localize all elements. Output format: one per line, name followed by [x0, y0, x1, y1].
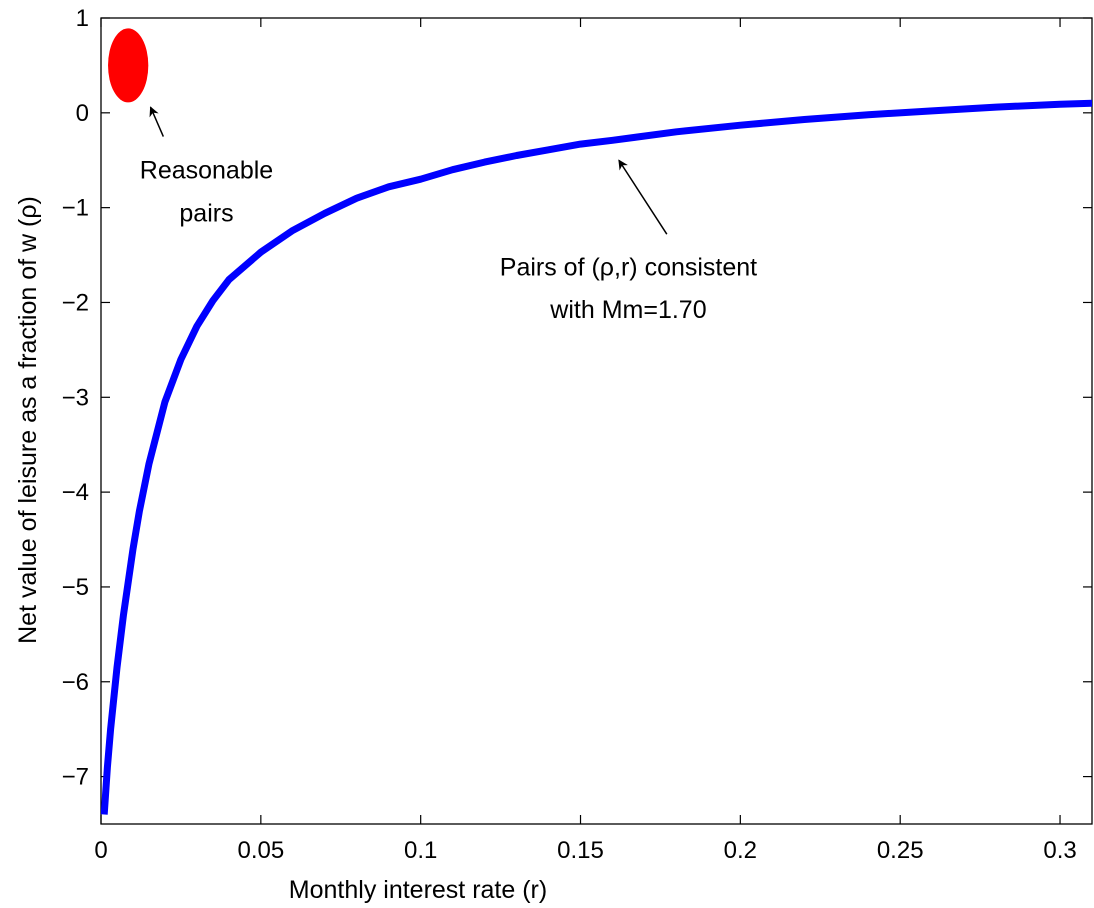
x-tick-label: 0 [94, 837, 107, 864]
x-tick-label: 0.05 [237, 837, 284, 864]
x-tick-label: 0.25 [877, 837, 924, 864]
annotation-text: Reasonable [140, 157, 273, 185]
annotation-arrow [618, 159, 668, 235]
y-tick-label: −2 [62, 289, 89, 316]
series-layer [101, 99, 1092, 815]
annotation-text: with Mm=1.70 [549, 296, 706, 324]
x-tick-label: 0.2 [724, 837, 757, 864]
y-tick-label: −5 [62, 574, 89, 601]
highlight-layer [108, 28, 149, 103]
annotation-arrow [149, 106, 165, 137]
y-axis-label: Net value of leisure as a fraction of w … [14, 196, 42, 644]
x-tick-label: 0.1 [404, 837, 437, 864]
annotation-layer: Reasonable pairs Pairs of (ρ,r) consistent… [140, 106, 757, 324]
y-tick-label: 0 [76, 100, 89, 127]
x-tick-label: 0.3 [1043, 837, 1076, 864]
series-line [101, 99, 1092, 815]
y-tick-label: −1 [62, 195, 89, 222]
reasonable-pairs-ellipse [108, 28, 149, 103]
x-axis-label: Monthly interest rate (r) [289, 876, 547, 904]
x-tick-label: 0.15 [557, 837, 604, 864]
y-tick-label: −7 [62, 764, 89, 791]
annotation-text: Pairs of (ρ,r) consistent [500, 253, 757, 281]
x-axis-ticks: 0 0.05 0.1 0.15 0.2 0.25 0.3 [94, 18, 1077, 864]
y-axis-ticks: 1 0 −1 −2 −3 −4 −5 −6 −7 [62, 5, 1092, 791]
plot-area [100, 17, 1093, 825]
annotation-text: pairs [179, 199, 233, 227]
y-tick-label: −6 [62, 669, 89, 696]
y-tick-label: 1 [76, 5, 89, 32]
y-tick-label: −4 [62, 479, 89, 506]
y-tick-label: −3 [62, 384, 89, 411]
